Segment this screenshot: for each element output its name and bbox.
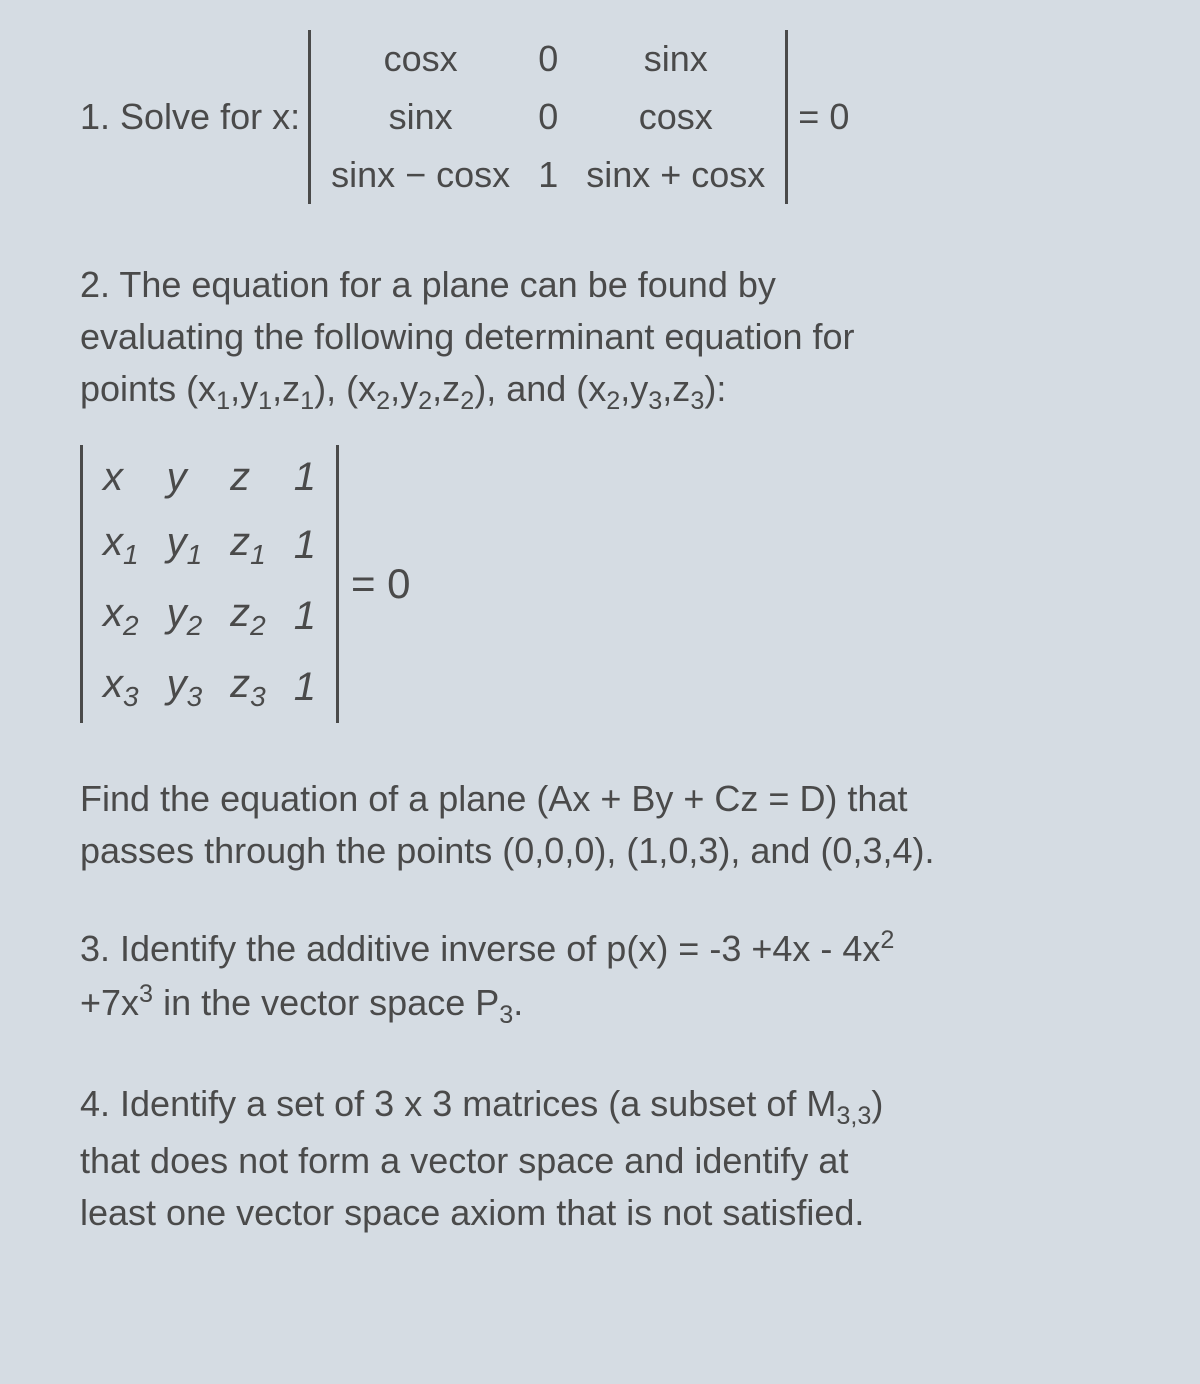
equals-zero: = 0	[798, 96, 849, 138]
det4-cell: y	[153, 445, 217, 510]
det4-cell: z1	[216, 510, 280, 581]
problem-4-text: 4. Identify a set of 3 x 3 matrices (a s…	[80, 1078, 1120, 1239]
text-line: evaluating the following determinant equ…	[80, 316, 855, 357]
det3-cell: 1	[524, 146, 572, 204]
det-bar-right	[336, 445, 339, 723]
det4-table: x y z 1 x1 y1 z1 1 x2 y2 z2 1 x3 y3 z3	[89, 445, 330, 723]
det4-cell: 1	[280, 581, 330, 652]
det4-cell: z	[216, 445, 280, 510]
problem-1: 1. Solve for x: cosx 0 sinx sinx 0 cosx …	[80, 30, 1120, 204]
det3-cell: sinx	[317, 88, 524, 146]
text-line: 3. Identify the additive inverse of p(x)…	[80, 928, 894, 969]
det3-cell: sinx − cosx	[317, 146, 524, 204]
det4-cell: z3	[216, 652, 280, 723]
det4-cell: y3	[153, 652, 217, 723]
det4-cell: z2	[216, 581, 280, 652]
text-line: least one vector space axiom that is not…	[80, 1192, 864, 1233]
det4-cell: 1	[280, 445, 330, 510]
det3-cell: 0	[524, 88, 572, 146]
text-line: Find the equation of a plane (Ax + By + …	[80, 778, 907, 819]
problem-4: 4. Identify a set of 3 x 3 matrices (a s…	[80, 1078, 1120, 1239]
text-line: passes through the points (0,0,0), (1,0,…	[80, 830, 935, 871]
problem-2-text: 2. The equation for a plane can be found…	[80, 259, 1120, 420]
det4-cell: x2	[89, 581, 153, 652]
det-bar-left	[308, 30, 311, 204]
det-bar-left	[80, 445, 83, 723]
problem-2: 2. The equation for a plane can be found…	[80, 259, 1120, 877]
problem-3-text: 3. Identify the additive inverse of p(x)…	[80, 922, 1120, 1033]
det3-table: cosx 0 sinx sinx 0 cosx sinx − cosx 1 si…	[317, 30, 779, 204]
determinant-4x4: x y z 1 x1 y1 z1 1 x2 y2 z2 1 x3 y3 z3	[80, 445, 1120, 723]
determinant-3x3: cosx 0 sinx sinx 0 cosx sinx − cosx 1 si…	[308, 30, 788, 204]
equals-zero: = 0	[351, 560, 411, 608]
det4-cell: x	[89, 445, 153, 510]
text-line: +7x3 in the vector space P3.	[80, 982, 523, 1023]
det4-cell: x1	[89, 510, 153, 581]
text-line: that does not form a vector space and id…	[80, 1140, 848, 1181]
det4-cell: x3	[89, 652, 153, 723]
det3-cell: cosx	[572, 88, 779, 146]
det4-cell: 1	[280, 652, 330, 723]
det3-cell: sinx + cosx	[572, 146, 779, 204]
det3-cell: sinx	[572, 30, 779, 88]
det4-cell: 1	[280, 510, 330, 581]
det4-cell: y2	[153, 581, 217, 652]
text-line: 2. The equation for a plane can be found…	[80, 264, 776, 305]
text-line: 4. Identify a set of 3 x 3 matrices (a s…	[80, 1083, 883, 1124]
det-bar-right	[785, 30, 788, 204]
det3-cell: 0	[524, 30, 572, 88]
det4-cell: y1	[153, 510, 217, 581]
text-line: points (x1,y1,z1), (x2,y2,z2), and (x2,y…	[80, 368, 726, 409]
solve-label: 1. Solve for x:	[80, 96, 300, 138]
problem-3: 3. Identify the additive inverse of p(x)…	[80, 922, 1120, 1033]
problem-2-followup: Find the equation of a plane (Ax + By + …	[80, 773, 1120, 877]
det3-cell: cosx	[317, 30, 524, 88]
